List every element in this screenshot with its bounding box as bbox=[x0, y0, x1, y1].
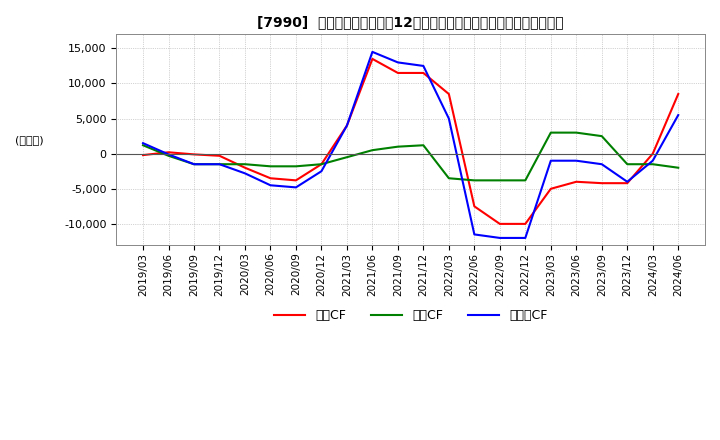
投資CF bbox=[292, 164, 300, 169]
フリーCF bbox=[521, 235, 530, 241]
フリーCF bbox=[215, 161, 224, 167]
投資CF bbox=[139, 143, 148, 148]
フリーCF bbox=[343, 123, 351, 128]
営業CF bbox=[470, 204, 479, 209]
投資CF bbox=[215, 161, 224, 167]
投資CF bbox=[674, 165, 683, 170]
営業CF bbox=[546, 186, 555, 191]
営業CF bbox=[139, 152, 148, 158]
フリーCF bbox=[598, 161, 606, 167]
投資CF bbox=[598, 133, 606, 139]
フリーCF bbox=[189, 161, 198, 167]
投資CF bbox=[189, 161, 198, 167]
フリーCF bbox=[419, 63, 428, 69]
Title: [7990]  キャッシュフローの12か月移動合計の対前年同期増減額の推移: [7990] キャッシュフローの12か月移動合計の対前年同期増減額の推移 bbox=[257, 15, 564, 29]
投資CF bbox=[546, 130, 555, 135]
営業CF bbox=[419, 70, 428, 76]
投資CF bbox=[623, 161, 631, 167]
Legend: 営業CF, 投資CF, フリーCF: 営業CF, 投資CF, フリーCF bbox=[269, 304, 552, 327]
フリーCF bbox=[266, 183, 275, 188]
投資CF bbox=[164, 153, 173, 158]
営業CF bbox=[266, 176, 275, 181]
フリーCF bbox=[164, 152, 173, 157]
フリーCF bbox=[394, 60, 402, 65]
フリーCF bbox=[546, 158, 555, 163]
フリーCF bbox=[572, 158, 580, 163]
営業CF bbox=[189, 152, 198, 157]
営業CF bbox=[444, 92, 453, 97]
投資CF bbox=[470, 178, 479, 183]
フリーCF bbox=[674, 113, 683, 118]
投資CF bbox=[444, 176, 453, 181]
フリーCF bbox=[368, 49, 377, 55]
フリーCF bbox=[139, 140, 148, 146]
Y-axis label: (百万円): (百万円) bbox=[15, 135, 44, 145]
投資CF bbox=[343, 154, 351, 160]
フリーCF bbox=[470, 232, 479, 237]
営業CF bbox=[674, 92, 683, 97]
投資CF bbox=[266, 164, 275, 169]
営業CF bbox=[215, 153, 224, 158]
投資CF bbox=[572, 130, 580, 135]
Line: 営業CF: 営業CF bbox=[143, 59, 678, 224]
投資CF bbox=[495, 178, 504, 183]
投資CF bbox=[317, 161, 325, 167]
Line: 投資CF: 投資CF bbox=[143, 132, 678, 180]
営業CF bbox=[164, 150, 173, 155]
営業CF bbox=[649, 151, 657, 156]
フリーCF bbox=[495, 235, 504, 241]
フリーCF bbox=[649, 158, 657, 163]
フリーCF bbox=[292, 185, 300, 190]
投資CF bbox=[521, 178, 530, 183]
営業CF bbox=[368, 56, 377, 62]
Line: フリーCF: フリーCF bbox=[143, 52, 678, 238]
フリーCF bbox=[240, 171, 249, 176]
営業CF bbox=[521, 221, 530, 227]
営業CF bbox=[292, 178, 300, 183]
投資CF bbox=[368, 147, 377, 153]
フリーCF bbox=[444, 116, 453, 121]
投資CF bbox=[649, 161, 657, 167]
投資CF bbox=[394, 144, 402, 149]
フリーCF bbox=[317, 169, 325, 174]
投資CF bbox=[419, 143, 428, 148]
営業CF bbox=[572, 179, 580, 184]
フリーCF bbox=[623, 179, 631, 184]
営業CF bbox=[495, 221, 504, 227]
営業CF bbox=[598, 180, 606, 186]
営業CF bbox=[240, 165, 249, 170]
営業CF bbox=[343, 123, 351, 128]
投資CF bbox=[240, 161, 249, 167]
営業CF bbox=[394, 70, 402, 76]
営業CF bbox=[317, 161, 325, 167]
営業CF bbox=[623, 180, 631, 186]
